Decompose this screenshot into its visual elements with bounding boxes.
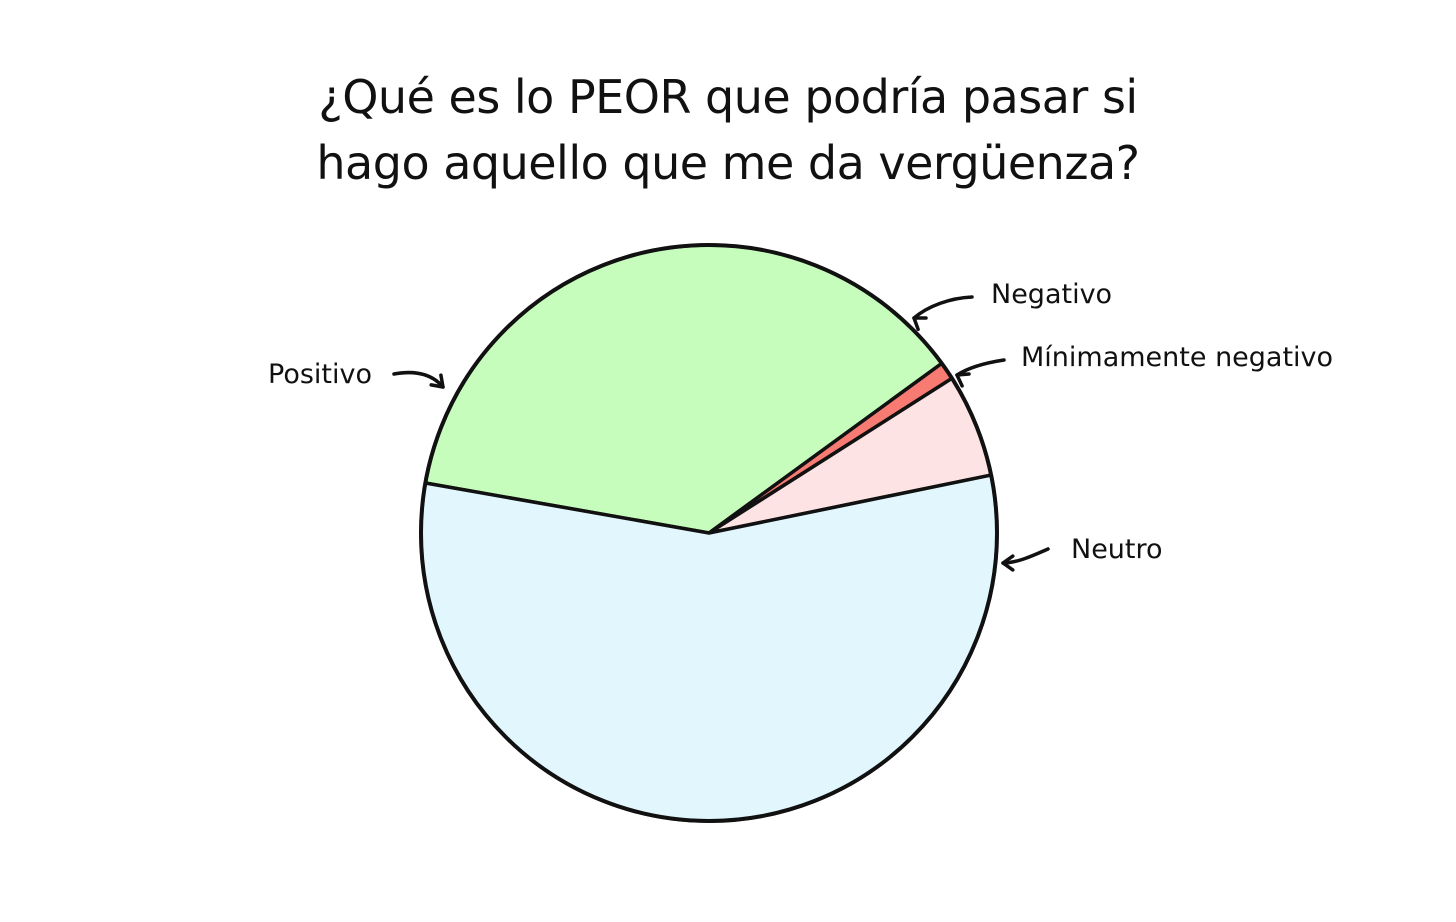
label-arrowhead-3 [1001, 554, 1015, 572]
slice-label-3: Neutro [1071, 534, 1163, 565]
slice-label-0: Positivo [268, 359, 372, 390]
label-arrowhead-0 [429, 373, 445, 389]
label-arrow-3 [1001, 547, 1050, 565]
label-arrowhead-1 [912, 316, 928, 332]
label-arrowhead-2 [955, 372, 971, 388]
slice-label-2: Mínimamente negativo [1021, 342, 1333, 373]
chart-title-line-1: ¿Qué es lo PEOR que podría pasar si [318, 70, 1138, 124]
chart-title: ¿Qué es lo PEOR que podría pasar si hago… [0, 64, 1456, 196]
chart-title-line-2: hago aquello que me da vergüenza? [316, 136, 1140, 190]
slice-labels: Positivo Negativo Mínimamente negativo Neut… [268, 279, 1333, 565]
label-arrow-1 [912, 295, 974, 320]
pie-slices [419, 243, 999, 823]
slice-label-1: Negativo [991, 279, 1112, 310]
label-arrows [392, 295, 1050, 572]
pie-outline [419, 243, 999, 823]
label-arrow-0 [392, 370, 445, 389]
